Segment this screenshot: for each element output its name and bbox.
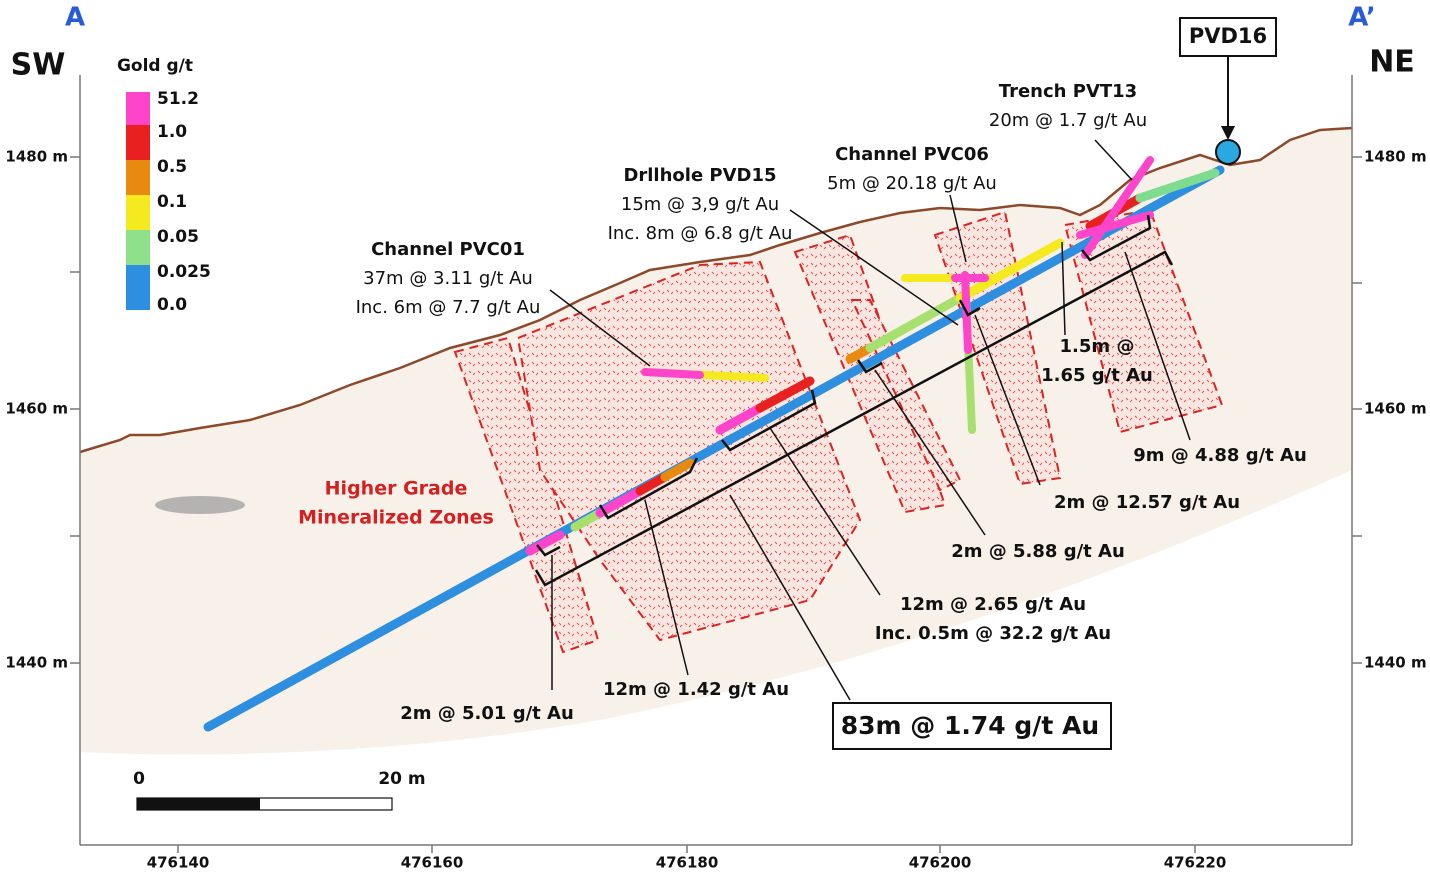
scale-label: 0 (133, 769, 145, 789)
legend-label: 0.0 (157, 295, 187, 315)
elevation-label: 1440 m (1364, 654, 1427, 672)
workings (155, 496, 245, 514)
direction: SW (11, 48, 66, 83)
colorbar (126, 92, 150, 310)
annotation: 37m @ 3.11 g/t Au (363, 268, 533, 289)
zone-label: Mineralized Zones (298, 507, 494, 529)
annotation: 20m @ 1.7 g/t Au (989, 110, 1147, 131)
annotation: 2m @ 5.01 g/t Au (400, 703, 574, 724)
annotation: 12m @ 2.65 g/t Au (900, 594, 1086, 615)
legend-label: 0.1 (157, 192, 187, 212)
annotation: Inc. 6m @ 7.7 g/t Au (356, 297, 541, 318)
annotation: 5m @ 20.18 g/t Au (827, 173, 997, 194)
annotation: Inc. 0.5m @ 32.2 g/t Au (875, 623, 1111, 644)
headline-box (832, 702, 1112, 750)
legend-label: 0.5 (157, 157, 187, 177)
scale-bar-fill (137, 798, 260, 810)
legend-label: 0.025 (157, 262, 211, 282)
scale-label: 20 m (378, 769, 425, 789)
annotation: 2m @ 5.88 g/t Au (951, 541, 1125, 562)
easting-label: 476140 (147, 854, 210, 872)
annotation: 9m @ 4.88 g/t Au (1133, 445, 1307, 466)
headline-intercept: 83m @ 1.74 g/t Au (841, 711, 1099, 740)
frame (70, 75, 1362, 853)
annotation: Trench PVT13 (999, 81, 1137, 102)
collar-arrowhead (1221, 126, 1235, 140)
annotation: Channel PVC06 (835, 144, 989, 165)
direction: NE (1369, 45, 1415, 80)
easting-label: 476220 (1164, 854, 1227, 872)
collar-label: PVD16 (1189, 24, 1267, 48)
legend-label: 1.0 (157, 122, 187, 142)
mineralized-zones (453, 208, 1224, 654)
channels-trench (641, 156, 1154, 434)
zone-label: Higher Grade (325, 478, 468, 500)
annotation: 1.65 g/t Au (1041, 365, 1153, 386)
easting-label: 476200 (909, 854, 972, 872)
legend-label: 0.05 (157, 227, 199, 247)
topography (79, 126, 1353, 454)
annotation: Drllhole PVD15 (623, 165, 776, 186)
annotation: 1.5m @ (1060, 336, 1135, 357)
annotation: 2m @ 12.57 g/t Au (1054, 492, 1240, 513)
leader-lines (549, 139, 1191, 701)
collar (1215, 139, 1241, 165)
legend-label: 51.2 (157, 89, 199, 109)
elevation-label: 1440 m (5, 654, 68, 672)
elevation-label: 1480 m (1364, 148, 1427, 166)
annotation: Inc. 8m @ 6.8 g/t Au (608, 223, 793, 244)
annotation: 15m @ 3,9 g/t Au (621, 194, 779, 215)
easting-label: 476180 (656, 854, 719, 872)
easting-label: 476160 (401, 854, 464, 872)
section-end: A’ (1348, 3, 1376, 33)
legend-title: Gold g/t (117, 56, 193, 76)
elevation-label: 1480 m (5, 148, 68, 166)
annotation: Channel PVC01 (371, 239, 525, 260)
elevation-label: 1460 m (5, 400, 68, 418)
brackets (534, 214, 1174, 587)
section-start: A (65, 3, 85, 33)
annotation: 12m @ 1.42 g/t Au (603, 679, 789, 700)
elevation-label: 1460 m (1364, 400, 1427, 418)
labels: A A’ SW NE Gold g/t 51.2 1.0 0.5 0.1 0.05 0.025 0.0… (5, 3, 1426, 872)
